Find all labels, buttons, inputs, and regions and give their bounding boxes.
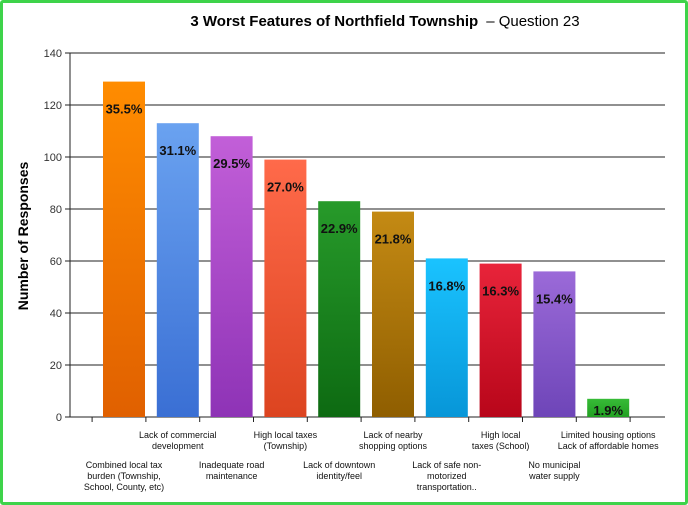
x-category-label: High local taxes (School) xyxy=(472,430,530,451)
data-label: 31.1% xyxy=(159,143,196,158)
bar xyxy=(425,258,468,417)
data-label: 16.8% xyxy=(428,278,465,293)
y-tick-label: 0 xyxy=(56,412,62,424)
x-category-label: Lack of nearby shopping options xyxy=(359,430,428,451)
x-category-label: Lack of commercial development xyxy=(139,430,217,451)
x-category-label: Lack of safe non-motorized transportation… xyxy=(412,460,481,492)
bar xyxy=(587,398,630,417)
data-label: 1.9% xyxy=(593,403,623,418)
bar xyxy=(264,159,307,417)
data-label: 35.5% xyxy=(106,102,143,117)
chart-title-main: 3 Worst Features of Northfield Township xyxy=(190,13,478,30)
bar xyxy=(210,136,253,417)
y-tick-label: 140 xyxy=(44,48,62,60)
data-label: 29.5% xyxy=(213,156,250,171)
data-label: 27.0% xyxy=(267,180,304,195)
bar xyxy=(372,211,414,417)
y-tick-label: 120 xyxy=(44,100,62,112)
bar xyxy=(156,123,199,417)
chart-title-sub: – Question 23 xyxy=(486,13,579,30)
x-category-label: Limited housing options Lack of affordabl… xyxy=(558,430,659,451)
bar xyxy=(103,81,145,417)
data-label: 16.3% xyxy=(482,284,519,299)
y-tick-label: 20 xyxy=(50,360,62,372)
bar xyxy=(533,271,576,417)
x-category-label: No municipal water supply xyxy=(528,460,580,481)
y-tick-label: 40 xyxy=(50,308,62,320)
data-label: 15.4% xyxy=(536,291,573,306)
y-tick-label: 100 xyxy=(44,152,62,164)
x-category-label: Lack of downtown identity/feel xyxy=(303,460,375,481)
x-category-label: Inadequate road maintenance xyxy=(199,460,265,481)
bar xyxy=(479,263,522,417)
bar xyxy=(318,201,361,417)
x-category-label: High local taxes (Township) xyxy=(254,430,318,451)
y-tick-label: 80 xyxy=(50,204,62,216)
data-label: 21.8% xyxy=(375,232,412,247)
y-tick-label: 60 xyxy=(50,256,62,268)
data-label: 22.9% xyxy=(321,221,358,236)
x-category-label: Combined local tax burden (Township, Schoo… xyxy=(84,460,164,492)
chart-title: 3 Worst Features of Northfield Township … xyxy=(190,13,579,30)
y-axis-label: Number of Responses xyxy=(15,161,31,310)
